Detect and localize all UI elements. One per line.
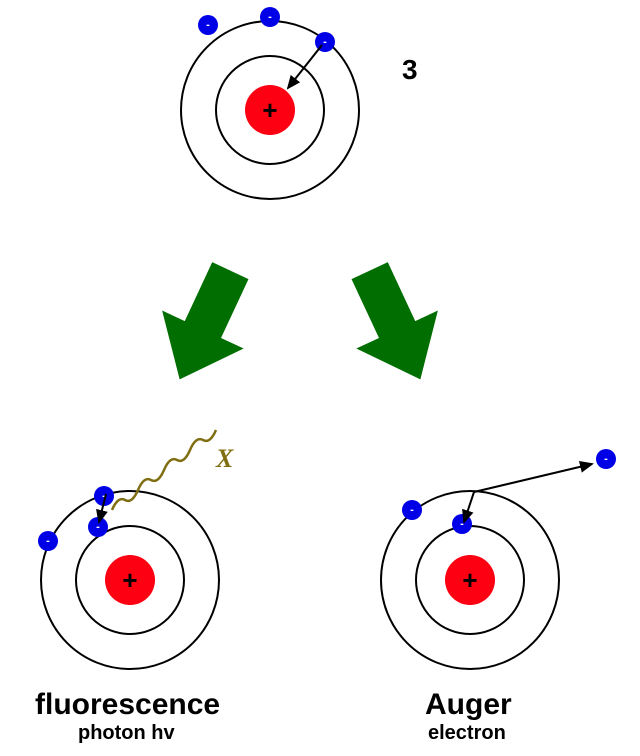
right-nucleus: + xyxy=(445,555,495,605)
electron-minus: - xyxy=(604,453,608,465)
ejected-electron: - xyxy=(596,449,616,469)
arrow-left xyxy=(135,250,275,410)
electron-minus: - xyxy=(410,504,414,516)
electron-minus: - xyxy=(46,535,50,547)
auger-label: Auger xyxy=(425,688,512,722)
top-transition-arrow xyxy=(270,40,330,100)
left-nucleus: + xyxy=(105,555,155,605)
top-number-label: 3 xyxy=(402,54,418,86)
right-electron-1: - xyxy=(402,500,422,520)
electron-minus: - xyxy=(268,11,272,23)
electron-minus: - xyxy=(206,19,210,31)
nucleus-plus: + xyxy=(462,565,477,596)
electron-desc-label: electron xyxy=(428,722,506,745)
top-electron-2: - xyxy=(260,7,280,27)
x-label: X xyxy=(216,444,233,474)
photon-desc-label: photon hv xyxy=(78,722,175,745)
fluorescence-label: fluorescence xyxy=(35,688,220,722)
top-electron-1: - xyxy=(198,15,218,35)
left-electron-1: - xyxy=(38,531,58,551)
nucleus-plus: + xyxy=(122,565,137,596)
diagram-container: + - - - 3 xyxy=(0,0,640,756)
arrow-right xyxy=(325,250,465,410)
